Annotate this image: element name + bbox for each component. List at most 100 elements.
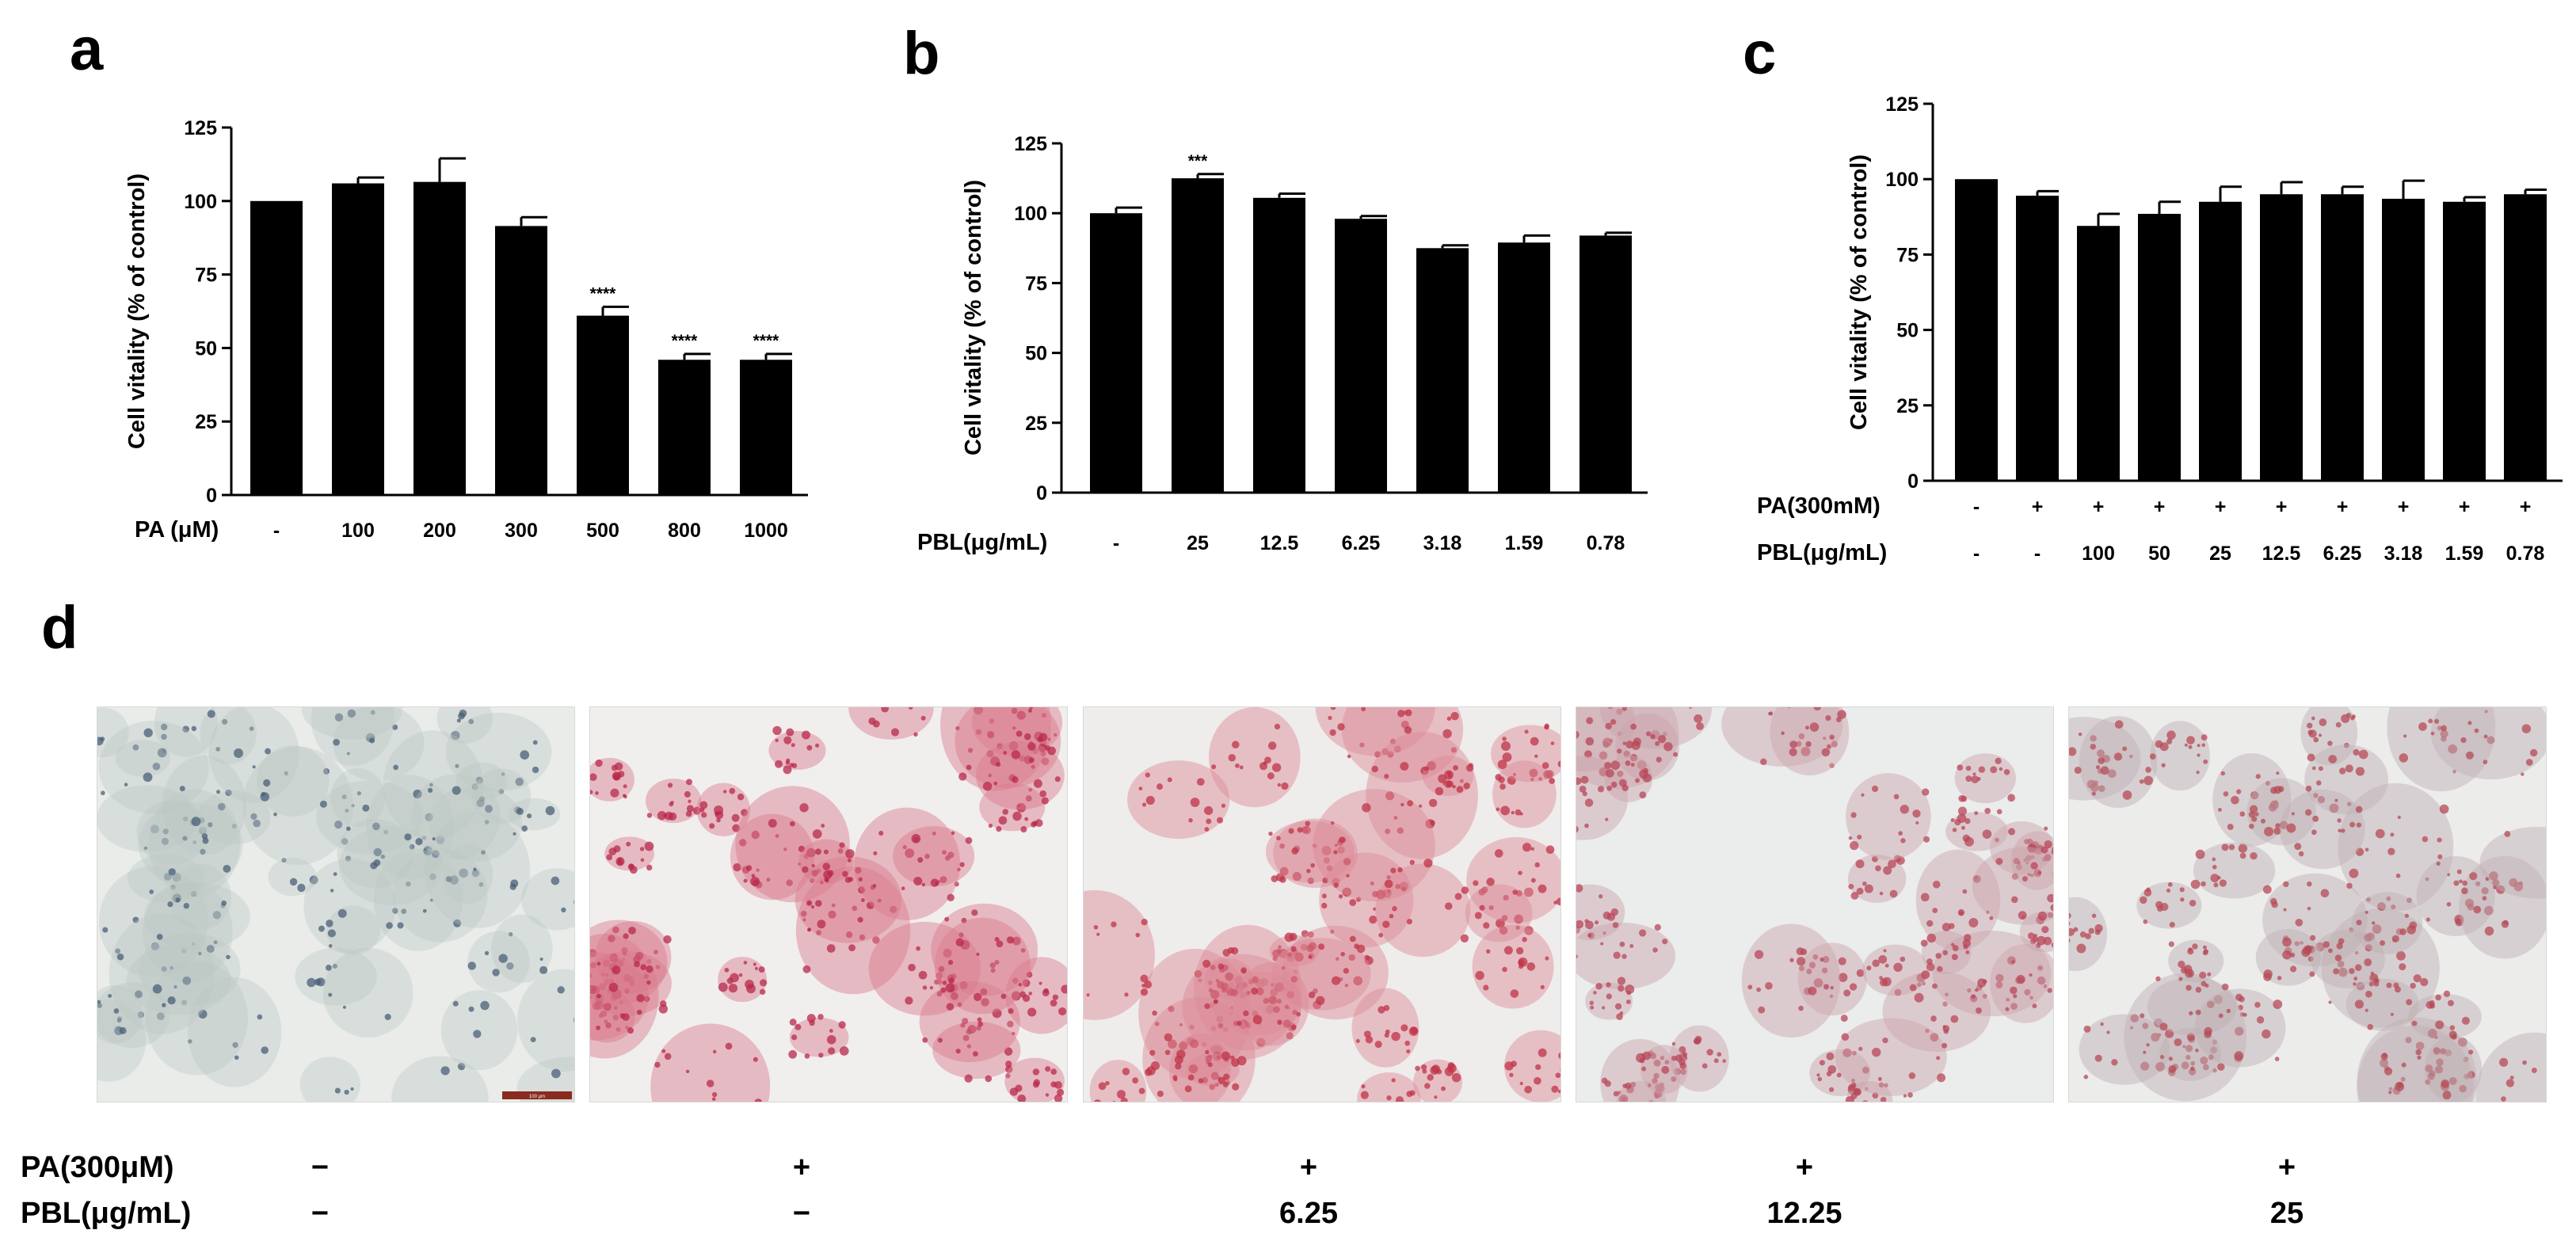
stained-cell (1112, 1100, 1116, 1102)
stained-cell (731, 813, 740, 822)
stained-cell (1499, 783, 1506, 790)
stained-cell (1961, 825, 1965, 830)
stained-cell (1256, 1038, 1266, 1047)
stained-cell (2213, 882, 2219, 888)
stained-cell (1509, 1072, 1514, 1077)
stained-cell (1932, 880, 1941, 889)
stained-cell (1033, 1079, 1041, 1086)
stained-cell (2451, 1034, 2457, 1040)
stained-cell (957, 1002, 962, 1007)
stained-cell (273, 812, 277, 817)
stained-cell (643, 973, 650, 980)
stained-cell (2262, 885, 2272, 894)
x-tick-label: - (2034, 543, 2041, 565)
stained-cell (2501, 1096, 2506, 1102)
stained-cell (775, 833, 779, 838)
stained-cell (1613, 1091, 1619, 1097)
stained-cell (1444, 902, 1453, 910)
stained-cell (2455, 918, 2464, 927)
stained-cell (937, 1038, 943, 1043)
stained-cell (2100, 766, 2109, 775)
stained-cell (1294, 952, 1304, 962)
stained-cell (1806, 969, 1812, 975)
stained-cell (2425, 1064, 2433, 1073)
stained-cell (2094, 1054, 2102, 1062)
stained-cell (2305, 809, 2312, 816)
stained-cell (975, 729, 982, 736)
stained-cell (1150, 1061, 1160, 1071)
stained-cell (2212, 857, 2216, 862)
stained-cell (2397, 815, 2401, 820)
stained-cell (1982, 979, 1987, 984)
stained-cell (2114, 720, 2124, 729)
stained-cell (2334, 798, 2338, 802)
stained-cell (1612, 922, 1619, 928)
x-tick-label: 25 (1187, 532, 1209, 554)
stained-cell (1821, 748, 1831, 757)
stained-cell (1926, 920, 1934, 927)
stained-cell (1038, 981, 1042, 985)
cell-cluster (383, 730, 484, 840)
stained-cell (1385, 828, 1391, 835)
stained-cell (1553, 901, 1557, 904)
stained-cell (2440, 1048, 2447, 1055)
bar (577, 315, 629, 495)
stained-cell (1387, 665, 1396, 674)
stained-cell (1823, 984, 1830, 990)
stained-cell (754, 1099, 763, 1102)
cell-cluster (1351, 988, 1419, 1068)
stained-cell (2122, 790, 2132, 800)
stained-cell (1625, 675, 1629, 679)
stained-cell (473, 867, 477, 871)
stained-cell (1333, 850, 1338, 855)
stained-cell (1889, 889, 1898, 898)
stained-cell (2375, 828, 2385, 839)
stained-cell (143, 846, 148, 851)
stained-cell (2355, 767, 2365, 776)
stained-cell (942, 981, 947, 985)
stained-cell (1054, 733, 1057, 737)
stained-cell (1156, 783, 1164, 790)
stained-cell (2504, 1111, 2512, 1119)
stained-cell (589, 1003, 590, 1007)
stained-cell (1406, 1049, 1411, 1054)
cell-cluster (1585, 982, 1633, 1020)
stained-cell (1629, 753, 1638, 762)
stained-cell (2155, 976, 2161, 982)
stained-cell (1595, 983, 1602, 990)
stained-cell (2086, 779, 2096, 789)
stained-cell (1041, 713, 1047, 718)
stained-cell (1363, 1030, 1371, 1038)
stained-cell (1420, 1064, 1427, 1071)
stained-cell (231, 823, 237, 829)
stained-cell (2111, 1059, 2118, 1066)
stained-cell (621, 958, 626, 962)
stained-cell (261, 1046, 269, 1054)
stained-cell (215, 747, 221, 752)
stained-cell (627, 1027, 634, 1034)
stained-cell (1221, 982, 1229, 991)
stained-cell (965, 836, 973, 844)
stained-cell (1120, 1097, 1128, 1102)
stained-cell (935, 882, 939, 886)
stained-cell (1535, 1064, 1541, 1070)
micrograph-background (1576, 706, 2054, 1102)
stained-cell (1083, 984, 1084, 988)
stained-cell (905, 848, 915, 859)
stained-cell (1498, 776, 1505, 783)
stained-cell (2447, 873, 2451, 877)
stained-cell (1009, 691, 1017, 699)
stained-cell (2024, 839, 2030, 845)
stained-cell (2213, 995, 2223, 1004)
stained-cell (452, 1123, 457, 1128)
stained-cell (1409, 859, 1415, 866)
stained-cell (1692, 669, 1700, 677)
stained-cell (1145, 1068, 1153, 1076)
cell-cluster (326, 905, 381, 955)
stained-cell (1881, 1108, 1884, 1111)
stained-cell (751, 830, 760, 840)
stained-cell (1033, 779, 1042, 788)
stained-cell (1217, 817, 1224, 824)
stained-cell (815, 743, 820, 748)
stained-cell (2217, 1063, 2225, 1071)
